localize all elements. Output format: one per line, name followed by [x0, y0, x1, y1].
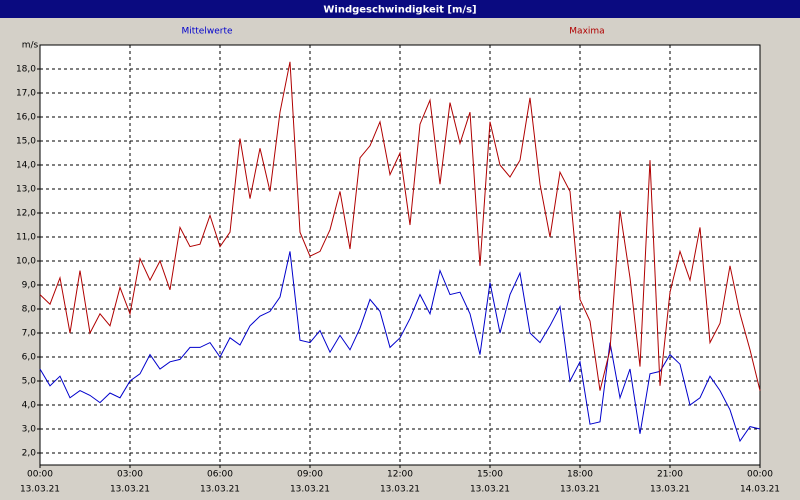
y-tick-label: 3,0 [22, 425, 37, 435]
legend-label: Mittelwerte [181, 27, 232, 37]
y-tick-label: 11,0 [16, 233, 36, 243]
y-tick-label: 14,0 [16, 161, 36, 171]
x-tick-label: 06:00 [207, 470, 233, 480]
title-bar [0, 0, 800, 18]
y-tick-label: 6,0 [22, 353, 37, 363]
x-tick-date: 13.03.21 [380, 485, 420, 495]
y-tick-label: 4,0 [22, 401, 37, 411]
data-line [39, 251, 761, 443]
y-tick-label: 8,0 [22, 305, 37, 315]
y-tick-label: 2,0 [22, 449, 37, 459]
window-title: Windgeschwindigkeit [m/s] [323, 5, 476, 16]
x-tick-date: 13.03.21 [290, 485, 330, 495]
legend-label: Maxima [569, 27, 604, 37]
y-axis-label: m/s [22, 41, 39, 51]
data-line [39, 61, 761, 391]
x-tick-date: 13.03.21 [560, 485, 600, 495]
x-tick-label: 18:00 [567, 470, 593, 480]
y-tick-label: 15,0 [16, 137, 36, 147]
y-tick-label: 9,0 [22, 281, 37, 291]
y-tick-label: 5,0 [22, 377, 37, 387]
y-tick-label: 12,0 [16, 209, 36, 219]
y-tick-label: 10,0 [16, 257, 36, 267]
y-tick-label: 7,0 [22, 329, 37, 339]
x-tick-label: 15:00 [477, 470, 503, 480]
y-tick-label: 16,0 [16, 113, 36, 123]
x-tick-label: 00:00 [27, 470, 53, 480]
x-tick-date: 13.03.21 [110, 485, 150, 495]
x-tick-label: 00:00 [747, 470, 773, 480]
x-tick-date: 13.03.21 [470, 485, 510, 495]
x-tick-label: 03:00 [117, 470, 143, 480]
y-tick-label: 13,0 [16, 185, 36, 195]
y-tick-label: 18,0 [16, 65, 36, 75]
x-tick-date: 14.03.21 [740, 485, 780, 495]
x-tick-label: 21:00 [657, 470, 683, 480]
x-tick-date: 13.03.21 [200, 485, 240, 495]
x-tick-label: 12:00 [387, 470, 413, 480]
x-tick-label: 09:00 [297, 470, 323, 480]
x-tick-date: 13.03.21 [650, 485, 690, 495]
y-tick-label: 17,0 [16, 89, 36, 99]
x-tick-date: 13.03.21 [20, 485, 60, 495]
